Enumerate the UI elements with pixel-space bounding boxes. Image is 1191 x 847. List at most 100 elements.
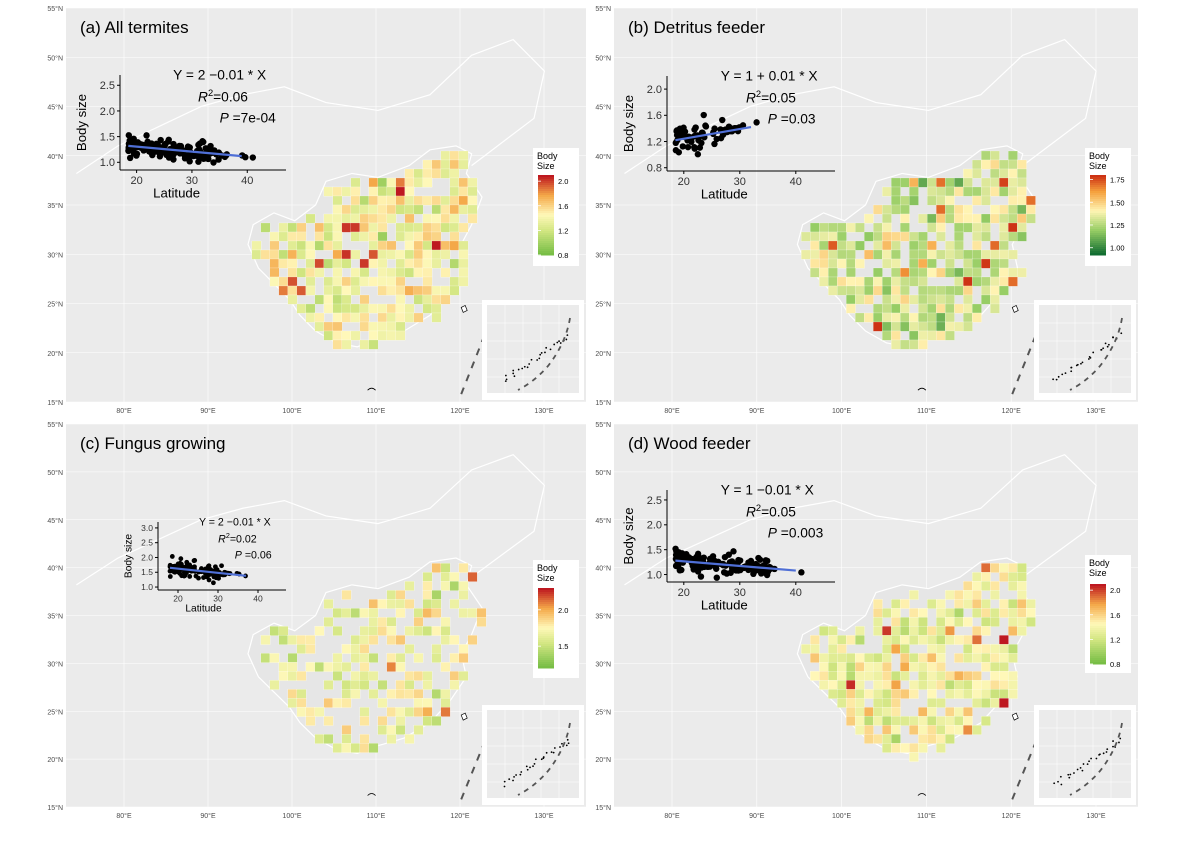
map-region xyxy=(945,635,955,645)
map-region xyxy=(1017,626,1027,636)
panel-title: (c) Fungus growing xyxy=(80,434,226,453)
legend-colorbar-segment xyxy=(1090,199,1106,202)
map-region xyxy=(413,267,424,278)
lat-tick-label: 15°N xyxy=(595,399,611,407)
map-region xyxy=(945,213,955,224)
scatter-point xyxy=(753,119,760,126)
inset-x-tick-label: 20 xyxy=(678,587,690,599)
map-region xyxy=(927,186,937,197)
map-region xyxy=(404,240,415,251)
map-region xyxy=(404,707,415,717)
inset-y-tick-label: 1.5 xyxy=(100,131,115,143)
legend-colorbar-segment xyxy=(538,606,554,609)
lon-tick-label: 110°E xyxy=(367,812,386,820)
map-region xyxy=(359,743,370,753)
scatter-point xyxy=(210,159,217,166)
map-region xyxy=(972,599,982,609)
map-region xyxy=(287,240,298,251)
map-region xyxy=(269,231,280,242)
legend-colorbar-segment xyxy=(538,249,554,252)
map-region xyxy=(891,249,901,260)
map-region xyxy=(395,680,406,690)
map-region xyxy=(422,626,433,636)
map-region xyxy=(377,240,388,251)
map-region xyxy=(954,716,964,726)
map-region xyxy=(999,689,1009,699)
legend-colorbar-segment xyxy=(1090,646,1106,649)
map-region xyxy=(296,689,307,699)
map-region xyxy=(963,635,973,645)
legend-colorbar-segment xyxy=(1090,624,1106,627)
map-region xyxy=(359,644,370,654)
map-region xyxy=(954,213,964,224)
map-region xyxy=(332,671,343,681)
map-region xyxy=(440,662,451,672)
inset-x-tick-label: 40 xyxy=(241,175,253,187)
map-region xyxy=(999,608,1009,618)
map-region xyxy=(873,698,883,708)
map-region xyxy=(476,617,487,627)
map-region xyxy=(332,312,343,323)
map-region xyxy=(990,186,1000,197)
map-region xyxy=(846,294,856,305)
map-region xyxy=(386,303,397,314)
scatter-point xyxy=(219,563,224,569)
map-region xyxy=(323,599,334,609)
map-region xyxy=(828,644,838,654)
map-region xyxy=(846,635,856,645)
lat-tick-label: 15°N xyxy=(47,399,63,407)
lat-tick-label: 25°N xyxy=(595,301,611,309)
map-region xyxy=(945,267,955,278)
lat-tick-label: 45°N xyxy=(595,104,611,112)
map-region xyxy=(413,707,424,717)
lat-tick-label: 55°N xyxy=(47,5,63,13)
map-region xyxy=(864,689,874,699)
map-region xyxy=(350,608,361,618)
map-region xyxy=(990,680,1000,690)
map-region xyxy=(954,231,964,242)
map-region xyxy=(386,312,397,323)
map-region xyxy=(395,321,406,332)
map-region xyxy=(900,339,910,350)
scatter-point xyxy=(125,132,133,139)
panel-4: 55°N50°N45°N40°N35°N30°N25°N20°N15°N80°E… xyxy=(595,421,1138,820)
map-region xyxy=(368,743,379,753)
map-region xyxy=(909,249,919,260)
map-region xyxy=(1008,572,1018,582)
legend-title: Size xyxy=(1089,568,1107,578)
map-region xyxy=(395,267,406,278)
map-region xyxy=(891,285,901,296)
map-region xyxy=(395,222,406,233)
map-region xyxy=(873,312,883,323)
map-region xyxy=(954,680,964,690)
map-region xyxy=(855,725,865,735)
mini-map-island xyxy=(567,742,570,745)
regression-line xyxy=(169,566,247,577)
mini-map-island xyxy=(505,378,508,381)
map-region xyxy=(828,689,838,699)
lat-tick-label: 25°N xyxy=(595,708,611,716)
map-region xyxy=(981,563,991,573)
map-region xyxy=(882,608,892,618)
legend-colorbar-segment xyxy=(538,179,554,182)
map-region xyxy=(413,698,424,708)
map-region xyxy=(332,249,343,260)
map-region xyxy=(927,698,937,708)
map-region xyxy=(377,698,388,708)
map-region xyxy=(864,213,874,224)
map-region xyxy=(458,671,469,681)
map-region xyxy=(395,195,406,206)
mini-map-island xyxy=(526,366,529,369)
map-region xyxy=(963,581,973,591)
legend-tick-label: 1.2 xyxy=(558,226,568,235)
map-region xyxy=(413,725,424,735)
scatter-point xyxy=(186,144,193,151)
map-region xyxy=(909,258,919,269)
map-region xyxy=(918,312,928,323)
lat-tick-label: 40°N xyxy=(47,565,63,573)
map-region xyxy=(1026,617,1036,627)
map-region xyxy=(431,195,442,206)
scatter-point xyxy=(755,554,762,562)
